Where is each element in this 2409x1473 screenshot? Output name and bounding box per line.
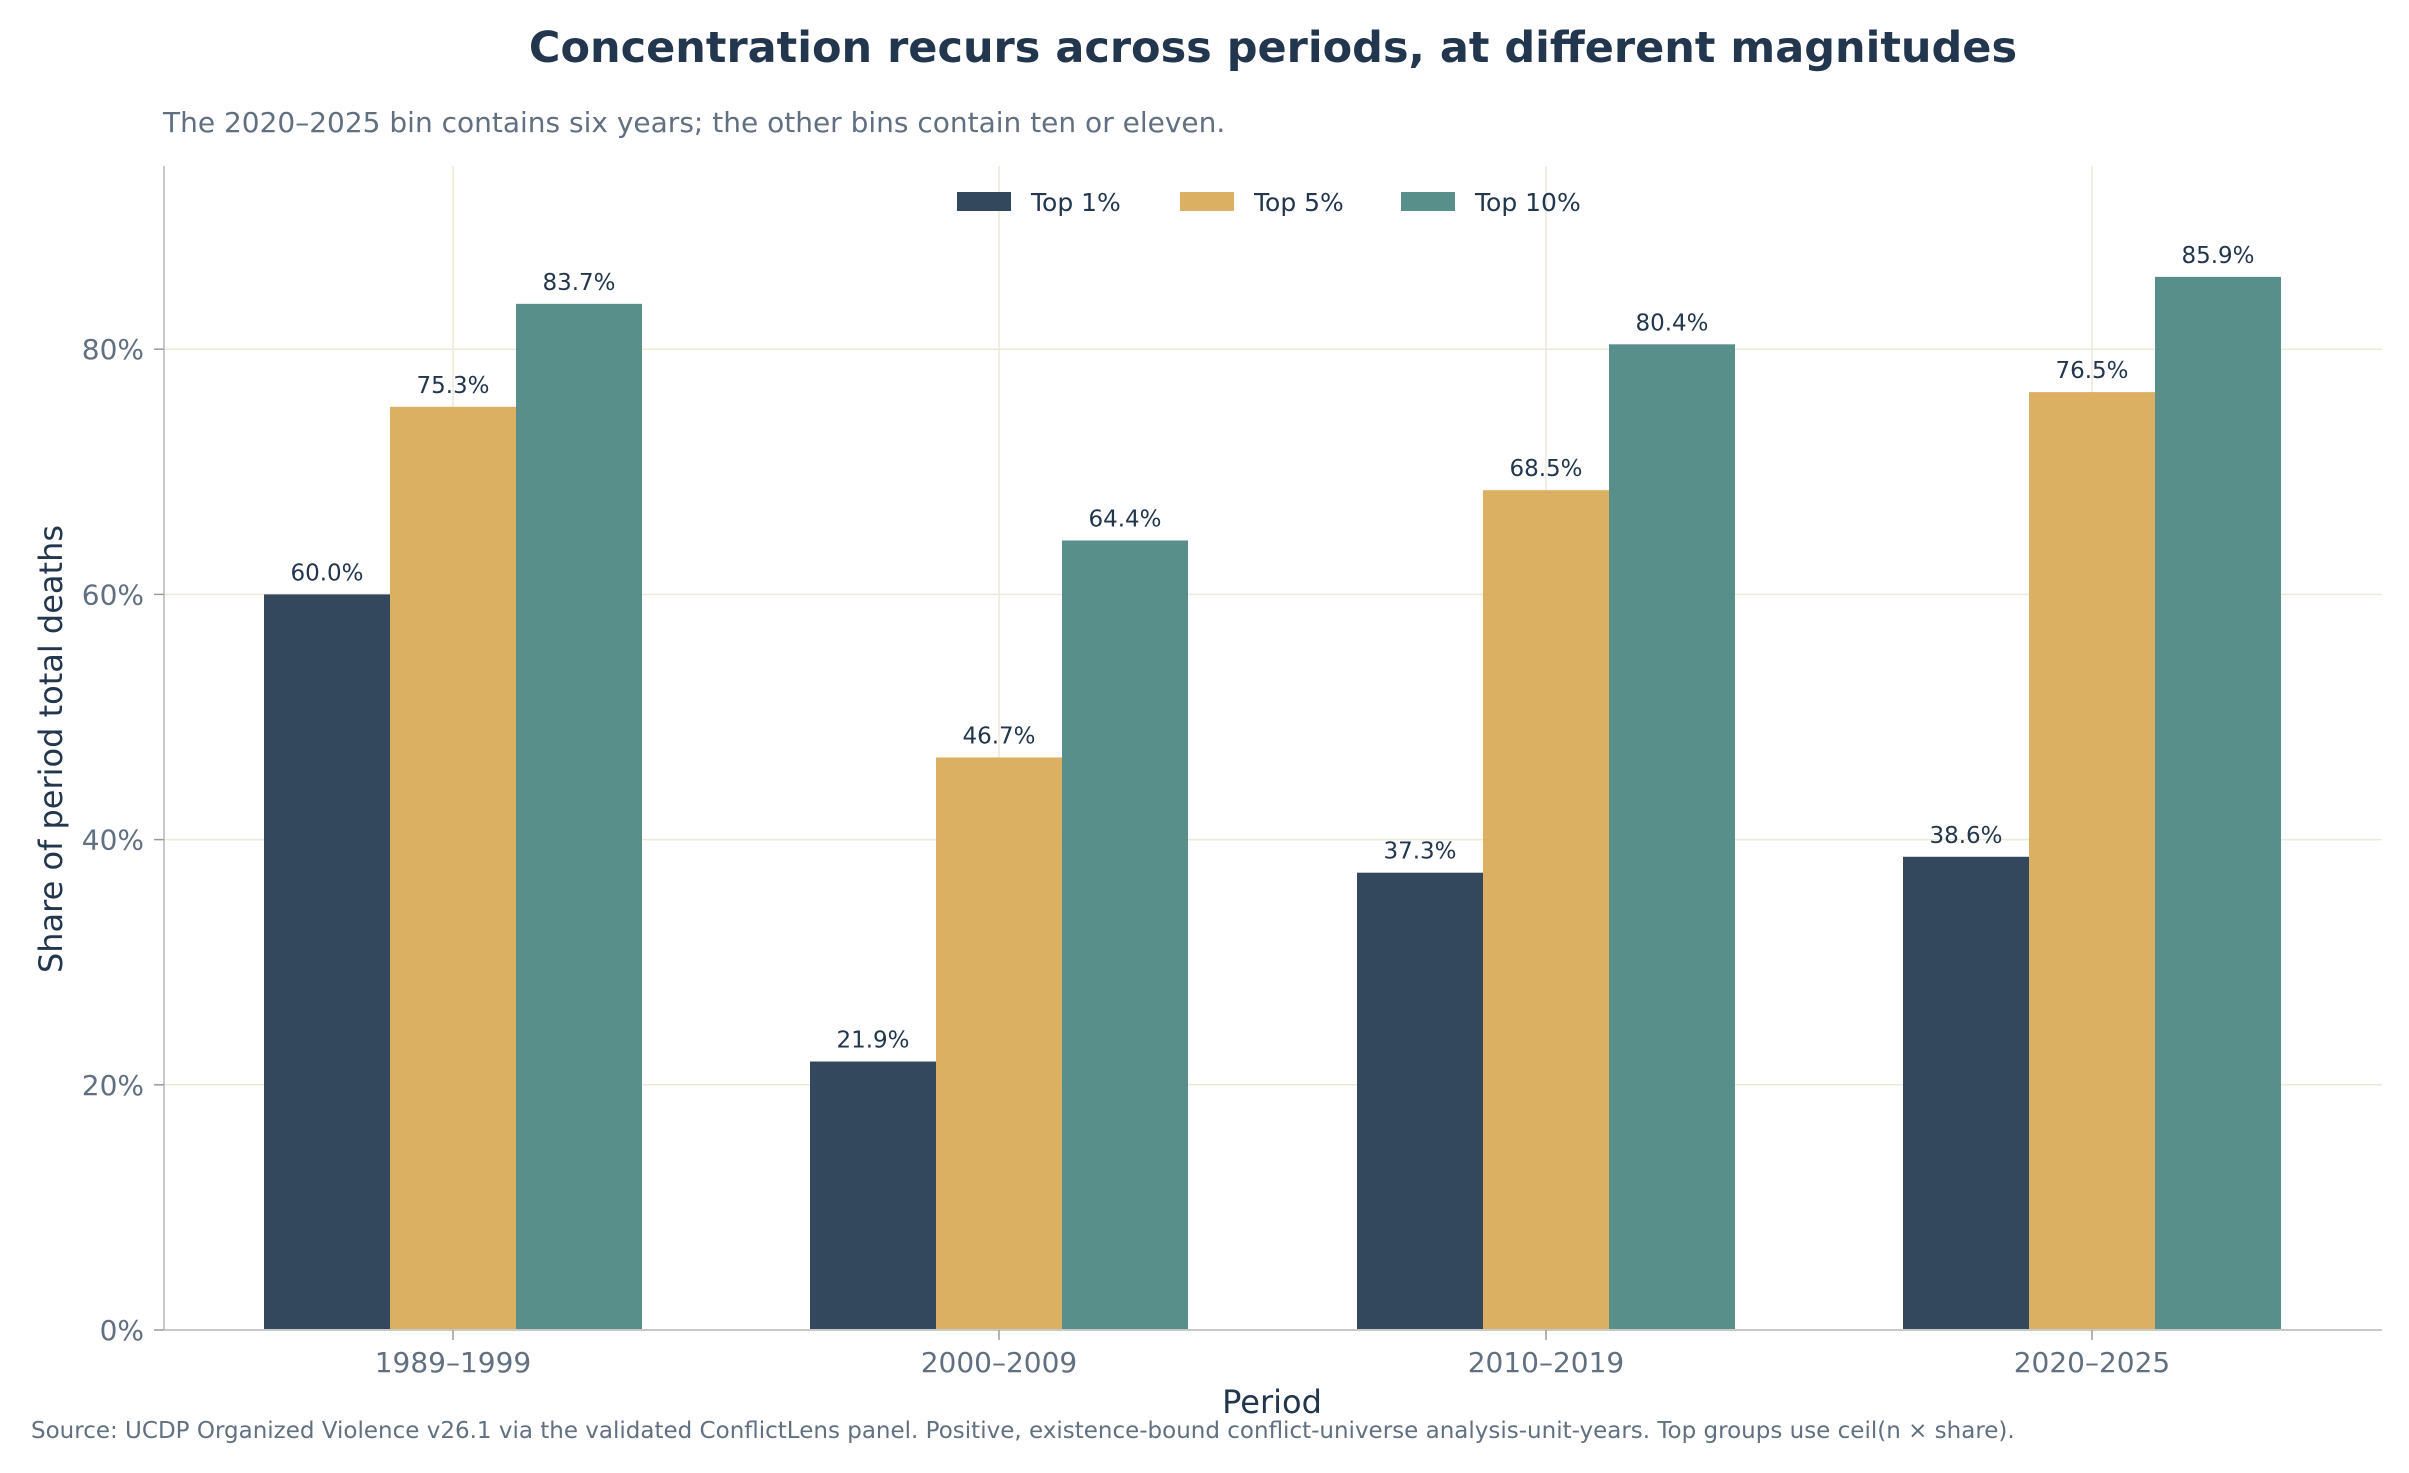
- bar-top-10-3: [2155, 276, 2281, 1331]
- source-note: Source: UCDP Organized Violence v26.1 vi…: [31, 1418, 2015, 1444]
- y-tick-label-80: 80%: [82, 333, 144, 366]
- bar-top-5-0: [390, 406, 516, 1330]
- bar-top-1-1: [810, 1061, 936, 1330]
- data-label-top-5-3: 76.5%: [2055, 358, 2128, 384]
- bar-top-5-1: [936, 757, 1062, 1330]
- y-tick-label-60: 60%: [82, 578, 144, 611]
- y-tick-label-20: 20%: [82, 1069, 144, 1102]
- legend-label-top-10: Top 10%: [1474, 188, 1581, 217]
- bar-top-1-3: [1903, 856, 2029, 1330]
- bar-top-10-1: [1062, 540, 1188, 1330]
- x-tick-label-2: 2010–2019: [1468, 1346, 1625, 1379]
- data-label-top-1-2: 37.3%: [1383, 839, 1456, 865]
- axes: 0% 20% 40% 60% 80% 1989–1999 2000–2009 2010–201…: [82, 166, 2382, 1379]
- legend: Top 1% Top 5% Top 10%: [957, 188, 1581, 217]
- legend-swatch-top-10: [1401, 192, 1455, 211]
- bar-top-1-2: [1357, 872, 1483, 1330]
- data-label-top-10-3: 85.9%: [2181, 243, 2254, 269]
- data-label-top-10-0: 83.7%: [542, 270, 615, 296]
- legend-swatch-top-5: [1180, 192, 1234, 211]
- data-label-top-5-2: 68.5%: [1509, 456, 1582, 482]
- bar-top-10-0: [516, 303, 642, 1330]
- data-label-top-1-1: 21.9%: [836, 1028, 909, 1054]
- data-label-top-5-0: 75.3%: [416, 373, 489, 399]
- data-labels: 60.0% 21.9% 37.3% 38.6% 75.3% 46.7% 68.5% 76.5%…: [290, 243, 2254, 1054]
- x-tick-label-3: 2020–2025: [2014, 1346, 2171, 1379]
- legend-swatch-top-1: [957, 192, 1011, 211]
- chart-subtitle: The 2020–2025 bin contains six years; th…: [162, 106, 1225, 139]
- data-label-top-5-1: 46.7%: [962, 723, 1035, 749]
- chart-title: Concentration recurs across periods, at …: [529, 23, 2017, 73]
- legend-label-top-1: Top 1%: [1030, 188, 1121, 217]
- data-label-top-10-1: 64.4%: [1088, 506, 1161, 532]
- x-tick-label-0: 1989–1999: [375, 1346, 532, 1379]
- x-axis-label: Period: [1222, 1383, 1322, 1421]
- data-label-top-10-2: 80.4%: [1635, 310, 1708, 336]
- bar-top-1-0: [264, 594, 390, 1330]
- bar-top-5-3: [2029, 392, 2155, 1330]
- bar-top-10-2: [1609, 344, 1735, 1330]
- bar-top-5-2: [1483, 490, 1609, 1330]
- legend-label-top-5: Top 5%: [1253, 188, 1344, 217]
- y-axis-label: Share of period total deaths: [32, 525, 70, 973]
- y-tick-label-0: 0%: [100, 1314, 144, 1347]
- bars: [264, 276, 2281, 1331]
- data-label-top-1-0: 60.0%: [290, 560, 363, 586]
- x-tick-label-1: 2000–2009: [921, 1346, 1078, 1379]
- y-tick-label-40: 40%: [82, 824, 144, 857]
- data-label-top-1-3: 38.6%: [1929, 823, 2002, 849]
